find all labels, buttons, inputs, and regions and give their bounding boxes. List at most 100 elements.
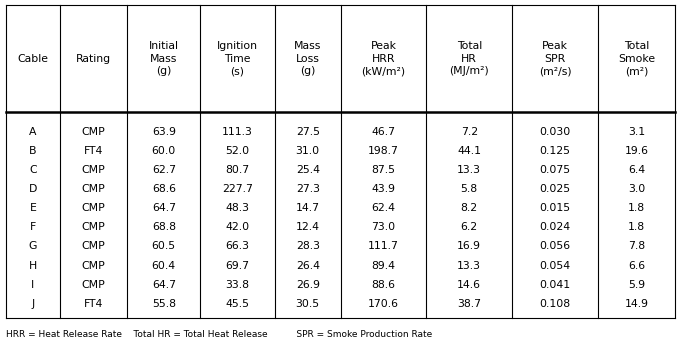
Text: E: E [29, 203, 36, 213]
Text: 73.0: 73.0 [371, 222, 396, 233]
Text: 0.015: 0.015 [539, 203, 571, 213]
Text: 89.4: 89.4 [371, 261, 396, 270]
Text: 14.9: 14.9 [624, 299, 648, 309]
Text: 62.4: 62.4 [371, 203, 396, 213]
Text: 5.8: 5.8 [460, 184, 478, 194]
Text: HRR = Heat Release Rate    Total HR = Total Heat Release          SPR = Smoke Pr: HRR = Heat Release Rate Total HR = Total… [6, 330, 432, 339]
Text: 38.7: 38.7 [457, 299, 481, 309]
Text: CMP: CMP [82, 203, 106, 213]
Text: Ignition
Time
(s): Ignition Time (s) [217, 41, 258, 76]
Text: 60.0: 60.0 [152, 146, 176, 156]
Text: 88.6: 88.6 [371, 280, 396, 290]
Text: CMP: CMP [82, 261, 106, 270]
Text: 227.7: 227.7 [222, 184, 253, 194]
Text: A: A [29, 127, 37, 137]
Text: C: C [29, 165, 37, 175]
Text: 7.2: 7.2 [460, 127, 478, 137]
Text: Mass
Loss
(g): Mass Loss (g) [294, 41, 321, 76]
Text: 33.8: 33.8 [225, 280, 250, 290]
Text: 0.030: 0.030 [539, 127, 571, 137]
Text: D: D [29, 184, 37, 194]
Text: I: I [31, 280, 35, 290]
Text: 25.4: 25.4 [296, 165, 320, 175]
Text: 43.9: 43.9 [371, 184, 396, 194]
Text: 27.5: 27.5 [296, 127, 320, 137]
Text: 87.5: 87.5 [371, 165, 396, 175]
Text: G: G [29, 241, 37, 251]
Text: 1.8: 1.8 [628, 222, 645, 233]
Text: 27.3: 27.3 [296, 184, 320, 194]
Text: B: B [29, 146, 37, 156]
Text: 68.6: 68.6 [152, 184, 176, 194]
Text: 31.0: 31.0 [296, 146, 320, 156]
Text: 80.7: 80.7 [225, 165, 250, 175]
Text: 66.3: 66.3 [225, 241, 250, 251]
Text: 5.9: 5.9 [628, 280, 645, 290]
Text: 60.4: 60.4 [152, 261, 176, 270]
Text: 30.5: 30.5 [296, 299, 320, 309]
Text: 6.2: 6.2 [460, 222, 478, 233]
Text: 13.3: 13.3 [457, 261, 481, 270]
Text: 111.7: 111.7 [368, 241, 399, 251]
Text: CMP: CMP [82, 222, 106, 233]
Text: Total
Smoke
(m²): Total Smoke (m²) [618, 41, 655, 76]
Text: 48.3: 48.3 [225, 203, 250, 213]
Text: 46.7: 46.7 [371, 127, 396, 137]
Text: 55.8: 55.8 [152, 299, 176, 309]
Text: 26.4: 26.4 [296, 261, 320, 270]
Text: Rating: Rating [76, 54, 111, 63]
Text: 26.9: 26.9 [296, 280, 320, 290]
Text: 14.7: 14.7 [296, 203, 320, 213]
Text: 0.108: 0.108 [539, 299, 571, 309]
Text: 12.4: 12.4 [296, 222, 320, 233]
Text: 0.025: 0.025 [539, 184, 571, 194]
Text: 0.041: 0.041 [539, 280, 571, 290]
Text: 170.6: 170.6 [368, 299, 399, 309]
Text: CMP: CMP [82, 280, 106, 290]
Text: 68.8: 68.8 [152, 222, 176, 233]
Text: Peak
HRR
(kW/m²): Peak HRR (kW/m²) [362, 41, 405, 76]
Text: 45.5: 45.5 [225, 299, 250, 309]
Text: 63.9: 63.9 [152, 127, 176, 137]
Text: 19.6: 19.6 [624, 146, 648, 156]
Text: J: J [31, 299, 35, 309]
Text: 14.6: 14.6 [457, 280, 481, 290]
Text: CMP: CMP [82, 241, 106, 251]
Text: 28.3: 28.3 [296, 241, 320, 251]
Text: 8.2: 8.2 [460, 203, 478, 213]
Text: 0.056: 0.056 [539, 241, 571, 251]
Text: 16.9: 16.9 [457, 241, 481, 251]
Text: 111.3: 111.3 [222, 127, 253, 137]
Text: 64.7: 64.7 [152, 280, 176, 290]
Text: CMP: CMP [82, 127, 106, 137]
Text: Initial
Mass
(g): Initial Mass (g) [148, 41, 179, 76]
Text: 0.075: 0.075 [539, 165, 571, 175]
Text: 60.5: 60.5 [152, 241, 176, 251]
Text: H: H [29, 261, 37, 270]
Text: CMP: CMP [82, 184, 106, 194]
Text: 6.4: 6.4 [628, 165, 645, 175]
Text: 42.0: 42.0 [225, 222, 250, 233]
Text: Peak
SPR
(m²/s): Peak SPR (m²/s) [539, 41, 571, 76]
Text: 3.1: 3.1 [628, 127, 645, 137]
Text: Total
HR
(MJ/m²): Total HR (MJ/m²) [449, 41, 489, 76]
Text: 6.6: 6.6 [628, 261, 645, 270]
Text: 0.125: 0.125 [539, 146, 571, 156]
Text: 62.7: 62.7 [152, 165, 176, 175]
Text: Cable: Cable [18, 54, 48, 63]
Text: 69.7: 69.7 [225, 261, 250, 270]
Text: 7.8: 7.8 [628, 241, 645, 251]
Text: 52.0: 52.0 [225, 146, 250, 156]
Text: 198.7: 198.7 [368, 146, 399, 156]
Text: 1.8: 1.8 [628, 203, 645, 213]
Text: 64.7: 64.7 [152, 203, 176, 213]
Text: 44.1: 44.1 [457, 146, 481, 156]
Text: 0.024: 0.024 [539, 222, 571, 233]
Text: FT4: FT4 [84, 146, 104, 156]
Text: CMP: CMP [82, 165, 106, 175]
Text: 0.054: 0.054 [539, 261, 571, 270]
Text: FT4: FT4 [84, 299, 104, 309]
Text: 3.0: 3.0 [628, 184, 645, 194]
Text: F: F [30, 222, 36, 233]
Text: 13.3: 13.3 [457, 165, 481, 175]
